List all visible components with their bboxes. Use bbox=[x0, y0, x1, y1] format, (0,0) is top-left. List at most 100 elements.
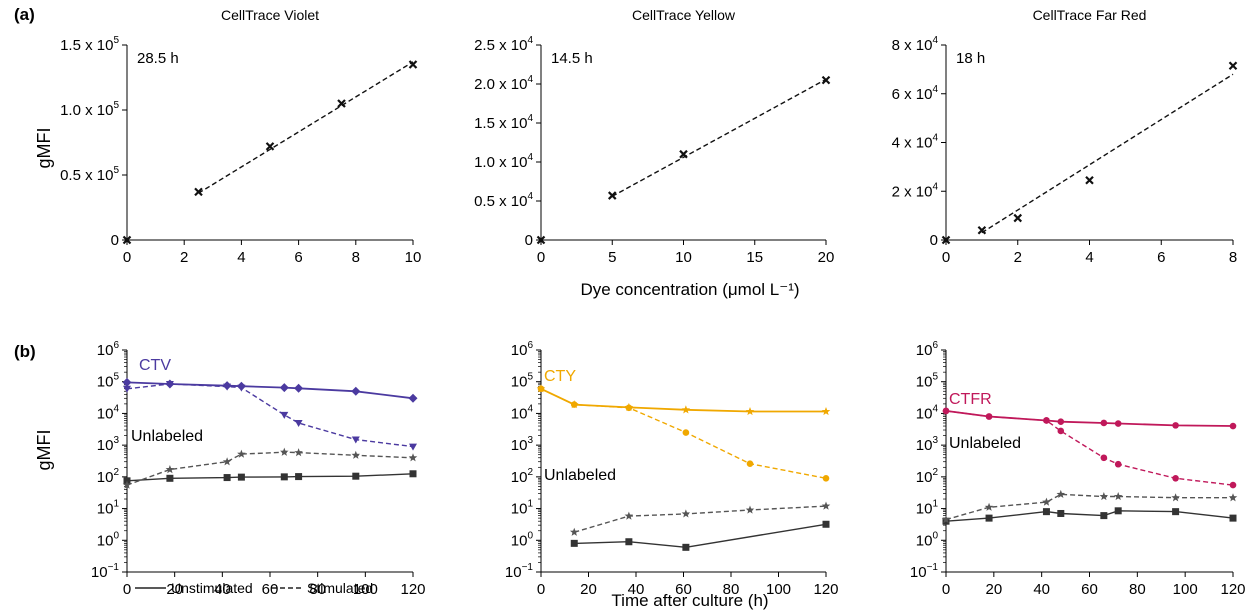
x-tick-label: 8 bbox=[1229, 249, 1237, 266]
x-tick-label: 120 bbox=[400, 581, 425, 598]
data-point bbox=[682, 429, 690, 436]
y-tick-label: 2.0 x 104 bbox=[474, 74, 533, 93]
data-point bbox=[351, 386, 361, 396]
y-tick-label: 2.5 x 104 bbox=[474, 35, 533, 54]
data-point bbox=[265, 142, 275, 151]
data-point bbox=[985, 413, 993, 420]
x-tick-label: 0 bbox=[537, 581, 545, 598]
data-point bbox=[1172, 475, 1179, 482]
y-tick-base: 10 bbox=[97, 501, 114, 518]
x-tick-label: 100 bbox=[766, 581, 791, 598]
chart-title: CellTrace Violet bbox=[221, 7, 319, 23]
y-tick-exponent: −1 bbox=[522, 562, 534, 573]
x-tick-label: 120 bbox=[1220, 581, 1245, 598]
series-unlabeled-unstimulated bbox=[123, 470, 417, 485]
y-tick-exponent: −1 bbox=[927, 562, 939, 573]
y-tick-exponent: 5 bbox=[113, 35, 119, 46]
data-point bbox=[1057, 427, 1065, 435]
time-annotation: 18 h bbox=[956, 50, 985, 67]
y-tick-exponent: 5 bbox=[527, 372, 533, 383]
data-point bbox=[822, 475, 830, 482]
data-point bbox=[1042, 497, 1051, 506]
y-tick-exponent: 5 bbox=[113, 165, 119, 176]
y-tick-label: 104 bbox=[97, 403, 120, 422]
y-tick-exponent: 6 bbox=[527, 340, 533, 351]
x-tick-label: 0 bbox=[537, 249, 545, 266]
data-point bbox=[941, 515, 951, 524]
data-point bbox=[570, 401, 578, 408]
data-point bbox=[294, 383, 304, 393]
data-point bbox=[745, 407, 755, 416]
y-tick-base: 10 bbox=[511, 532, 528, 549]
unlabeled-label: Unlabeled bbox=[544, 467, 616, 484]
y-tick-label: 103 bbox=[97, 435, 120, 454]
y-tick-exponent: 3 bbox=[527, 435, 533, 446]
series-ctfr-stimulated bbox=[942, 407, 1237, 489]
data-point bbox=[1100, 512, 1108, 520]
x-tick-label: 6 bbox=[1157, 249, 1165, 266]
y-tick-exponent: 1 bbox=[932, 499, 938, 510]
data-point bbox=[1013, 213, 1023, 223]
y-tick-mantissa: 0.5 x 10 bbox=[474, 193, 527, 210]
y-tick-exponent: 2 bbox=[113, 467, 119, 478]
series-line bbox=[945, 410, 1234, 486]
y-axis-label-b: gMFI bbox=[34, 429, 54, 470]
data-point bbox=[821, 407, 831, 416]
y-tick-exponent: 1 bbox=[527, 499, 533, 510]
y-tick-label: 101 bbox=[916, 499, 939, 518]
y-tick-base: 10 bbox=[97, 374, 114, 391]
series-unlabeled-stimulated bbox=[122, 447, 418, 489]
x-tick-label: 0 bbox=[942, 249, 950, 266]
y-tick-base: 10 bbox=[511, 501, 528, 518]
chart-title: CellTrace Yellow bbox=[632, 7, 736, 23]
x-tick-label: 15 bbox=[746, 249, 763, 266]
y-tick-exponent: 5 bbox=[113, 372, 119, 383]
series-ctv-stimulated bbox=[123, 380, 417, 451]
y-tick-exponent: 3 bbox=[932, 435, 938, 446]
y-tick-label: 6 x 104 bbox=[892, 84, 939, 103]
data-point bbox=[408, 393, 418, 403]
series-line bbox=[574, 523, 827, 549]
y-tick-mantissa: 6 x 10 bbox=[892, 86, 933, 103]
x-tick-label: 40 bbox=[214, 581, 231, 598]
data-point bbox=[280, 411, 289, 419]
y-tick-label: 1.5 x 105 bbox=[60, 35, 119, 54]
data-point bbox=[237, 384, 246, 392]
dye-label: CTFR bbox=[949, 391, 992, 408]
y-tick-label: 105 bbox=[511, 372, 534, 391]
data-point bbox=[222, 457, 232, 466]
data-point bbox=[1100, 419, 1108, 427]
data-point bbox=[122, 480, 132, 489]
y-tick-label: 8 x 104 bbox=[892, 35, 939, 54]
y-tick-label: 100 bbox=[97, 530, 120, 549]
x-tick-label: 2 bbox=[180, 249, 188, 266]
series-line bbox=[126, 383, 414, 448]
y-tick-label: 106 bbox=[511, 340, 534, 359]
y-tick-exponent: 2 bbox=[932, 467, 938, 478]
data-point bbox=[166, 474, 174, 482]
y-tick-label: 1.5 x 104 bbox=[474, 113, 533, 132]
data-point bbox=[822, 520, 830, 528]
data-point bbox=[977, 225, 987, 235]
y-tick-base: 10 bbox=[910, 564, 927, 581]
y-tick-mantissa: 1.5 x 10 bbox=[60, 37, 113, 54]
data-point bbox=[942, 407, 950, 415]
y-tick-base: 10 bbox=[97, 342, 114, 359]
data-point bbox=[337, 99, 346, 108]
data-point bbox=[537, 385, 545, 393]
y-tick-label: 10−1 bbox=[91, 562, 120, 581]
y-tick-exponent: 6 bbox=[932, 340, 938, 351]
y-tick-label: 0 bbox=[111, 232, 119, 249]
y-tick-exponent: 0 bbox=[527, 530, 533, 541]
y-tick-label: 102 bbox=[916, 467, 939, 486]
data-point bbox=[746, 460, 754, 467]
series-unlabeled-unstimulated bbox=[570, 520, 830, 551]
data-point bbox=[409, 470, 417, 478]
data-point bbox=[1114, 507, 1122, 515]
y-tick-exponent: 0 bbox=[932, 530, 938, 541]
dye-label: CTV bbox=[139, 357, 171, 374]
y-tick-value: 0 bbox=[930, 232, 938, 249]
y-tick-label: 103 bbox=[511, 435, 534, 454]
chart-b2: 0 20 40 60 80 100 12010−1100101102103104105106… bbox=[505, 340, 839, 598]
